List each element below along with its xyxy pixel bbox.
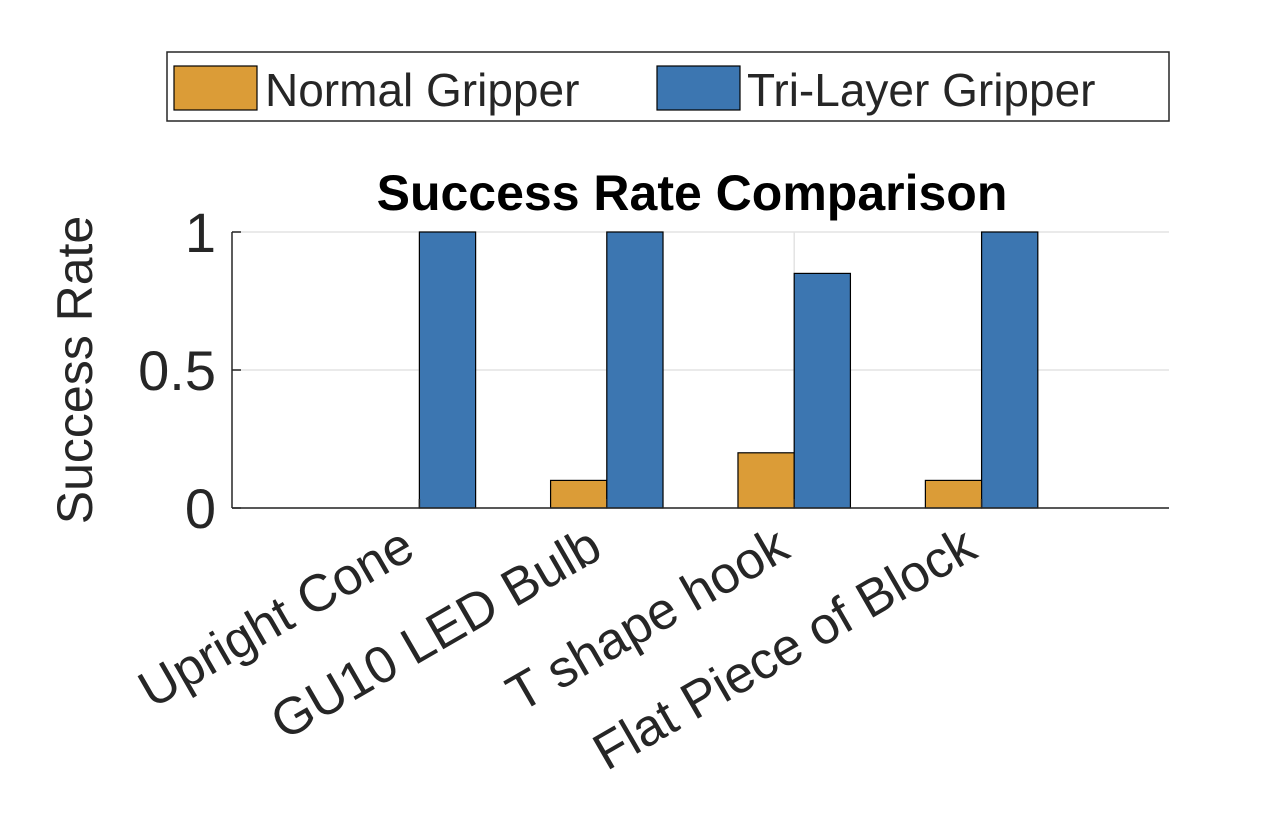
bar-tri-layer-gripper-4 xyxy=(980,231,1039,509)
y-tick-label-1: 0.5 xyxy=(138,339,216,402)
bar-tri-layer-gripper-3 xyxy=(793,272,852,509)
y-axis-label: Success Rate xyxy=(47,216,103,524)
bar-normal-gripper-2 xyxy=(549,479,608,509)
legend-swatch-tri-layer-gripper xyxy=(656,65,741,111)
chart-title: Success Rate Comparison xyxy=(377,165,1008,221)
bar-tri-layer-gripper-2 xyxy=(606,231,664,509)
axes xyxy=(231,231,1169,509)
y-tick-labels: 00.51 xyxy=(138,201,216,540)
bar-tri-layer-gripper-1 xyxy=(418,231,477,509)
y-tick-label-2: 1 xyxy=(185,201,216,264)
bar-normal-gripper-3 xyxy=(737,452,795,509)
bar-normal-gripper-4 xyxy=(924,479,983,509)
legend-swatch-normal-gripper xyxy=(173,65,258,111)
legend: Normal Gripper Tri-Layer Gripper xyxy=(166,51,1170,122)
legend-label-normal-gripper: Normal Gripper xyxy=(265,64,579,116)
legend-label-tri-layer-gripper: Tri-Layer Gripper xyxy=(747,64,1095,116)
y-tick-label-0: 0 xyxy=(185,477,216,540)
